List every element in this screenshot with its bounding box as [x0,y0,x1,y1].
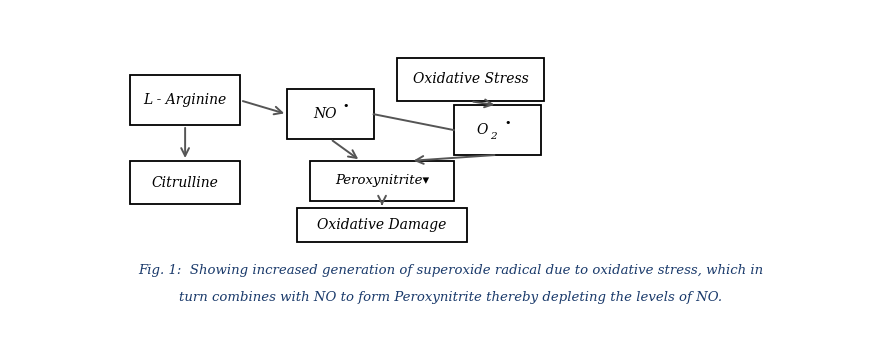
Bar [310,161,453,200]
Text: •: • [504,118,510,128]
Bar [130,161,240,204]
Bar [453,105,540,155]
Text: Citrulline: Citrulline [152,176,219,190]
Text: •: • [342,101,349,111]
Text: L - Arginine: L - Arginine [143,93,227,107]
Bar [286,90,373,139]
Text: Peroxynitrite▾: Peroxynitrite▾ [335,174,428,187]
Text: Oxidative Stress: Oxidative Stress [412,72,528,87]
Text: Oxidative Damage: Oxidative Damage [317,218,446,232]
Text: O: O [476,123,487,137]
Text: turn combines with NO to form Peroxynitrite thereby depleting the levels of NO.: turn combines with NO to form Peroxynitr… [179,291,721,304]
Text: Fig. 1:  Showing increased generation of superoxide radical due to oxidative str: Fig. 1: Showing increased generation of … [138,264,762,277]
Bar [130,76,240,125]
Text: 2: 2 [490,132,497,141]
Bar [297,208,466,242]
Text: NO: NO [313,107,336,121]
Bar [397,58,543,101]
